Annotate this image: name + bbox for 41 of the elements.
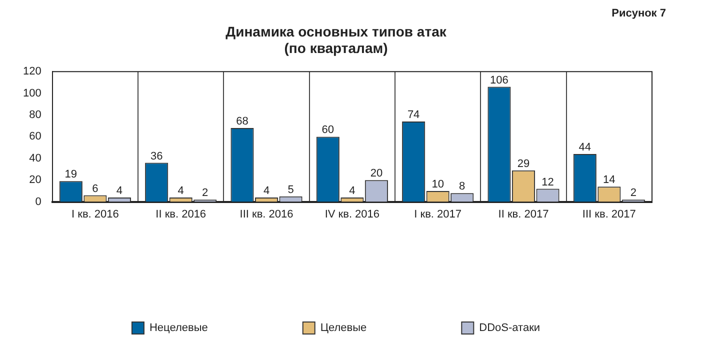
- data-label: 60: [322, 124, 334, 136]
- data-label: 4: [116, 184, 123, 197]
- data-label: 20: [370, 168, 383, 180]
- y-tick-label: 120: [22, 66, 42, 78]
- data-label: 6: [92, 182, 98, 195]
- data-label: 12: [542, 176, 554, 188]
- x-tick-label: I кв. 2016: [72, 208, 119, 220]
- data-label: 68: [236, 116, 248, 128]
- data-label: 106: [490, 74, 508, 86]
- data-label: 74: [407, 109, 420, 122]
- legend-label: Нецелевые: [149, 322, 208, 334]
- data-label: 4: [349, 184, 356, 197]
- data-label: 2: [630, 187, 636, 200]
- data-label: 2: [202, 187, 208, 200]
- data-label: 4: [263, 184, 270, 197]
- x-tick-label: II кв. 2017: [498, 208, 549, 220]
- y-tick-label: 0: [35, 196, 42, 208]
- data-label: 8: [459, 180, 466, 193]
- legend-label: DDoS-атаки: [479, 322, 540, 334]
- data-label: 4: [178, 184, 184, 197]
- x-tick-label: II кв. 2016: [156, 208, 206, 220]
- text: Рисунок 7: [612, 8, 666, 20]
- x-tick-label: III кв. 2017: [582, 208, 636, 220]
- y-tick-label: 40: [29, 152, 42, 164]
- data-label: 19: [64, 168, 78, 181]
- data-label: 29: [517, 158, 530, 170]
- x-tick-label: I кв. 2017: [414, 208, 462, 220]
- y-tick-label: 100: [22, 87, 42, 100]
- y-tick-label: 20: [29, 174, 42, 186]
- data-label: 5: [288, 184, 294, 196]
- x-tick-label: IV кв. 2016: [324, 208, 380, 220]
- data-label: 14: [603, 174, 616, 186]
- x-tick-label: III кв. 2016: [240, 208, 294, 220]
- y-tick-label: 60: [29, 130, 42, 143]
- y-tick-label: 80: [29, 109, 42, 122]
- legend-label: Целевые: [320, 322, 367, 334]
- chart-subtitle: (по кварталам): [284, 40, 388, 56]
- data-label: 10: [432, 178, 444, 190]
- chart-title: Динамика основных типов атак: [226, 23, 448, 40]
- data-label: 36: [150, 150, 163, 162]
- data-label: 44: [578, 142, 592, 154]
